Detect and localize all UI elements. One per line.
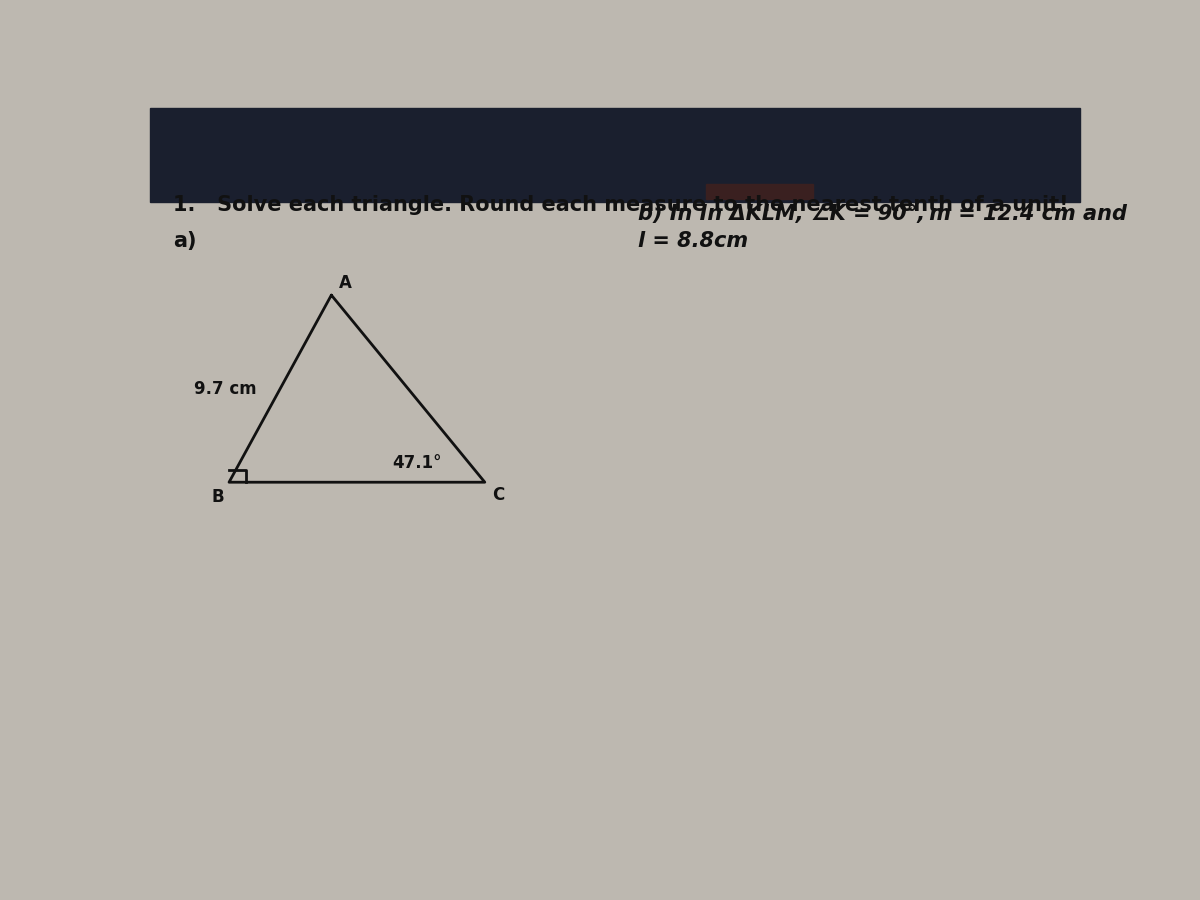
Text: 9.7 cm: 9.7 cm [194, 380, 257, 398]
Text: a): a) [173, 231, 197, 251]
Text: A: A [338, 274, 352, 292]
Text: 47.1°: 47.1° [391, 454, 442, 472]
Bar [706, 184, 814, 200]
Text: l = 8.8cm: l = 8.8cm [638, 231, 749, 251]
Text: b) In In ΔKLM, ∠K = 90°, m = 12.4 cm and: b) In In ΔKLM, ∠K = 90°, m = 12.4 cm and [638, 203, 1127, 223]
Bar [150, 108, 1080, 202]
Text: C: C [492, 486, 504, 504]
Text: B: B [211, 488, 224, 506]
Text: 1.   Solve each triangle. Round each measure to the nearest tenth of a unit!: 1. Solve each triangle. Round each measu… [173, 194, 1069, 214]
